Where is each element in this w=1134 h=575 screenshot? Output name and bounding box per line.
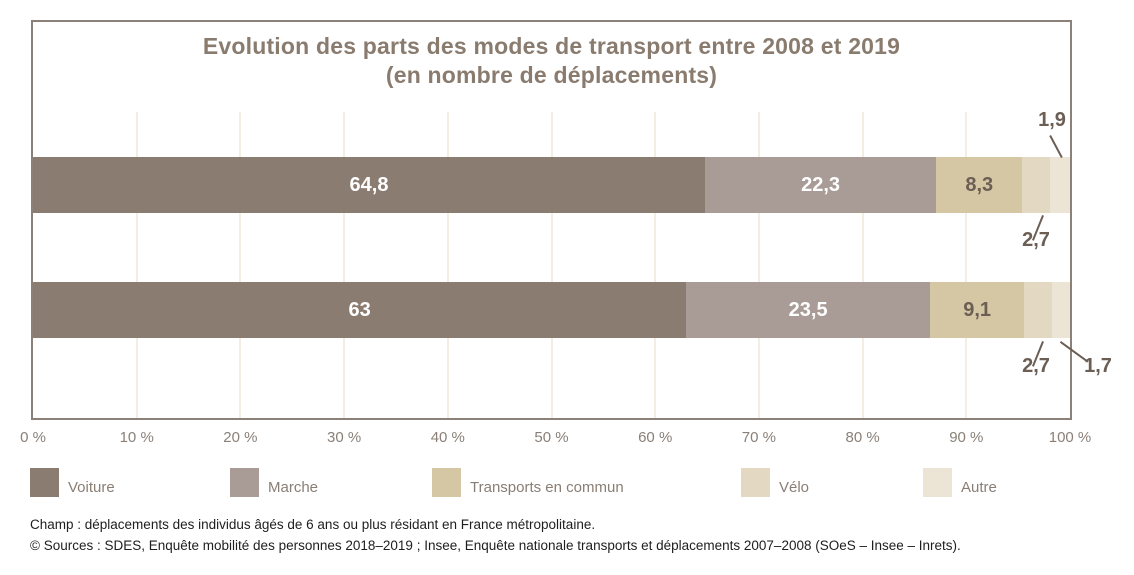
callout-top-autre: 1,9: [1038, 109, 1066, 131]
legend-item-autre: Autre: [923, 468, 997, 497]
legend-label: Autre: [961, 479, 997, 496]
segment-value-label: 9,1: [963, 298, 992, 321]
gridline-70: [757, 112, 760, 418]
x-tick-label: 20 %: [223, 429, 258, 446]
callout-bottom-velo: 2,7: [1022, 355, 1050, 377]
plot-frame: Evolution des parts des modes de transpo…: [31, 20, 1072, 420]
x-tick-label: 90 %: [949, 429, 984, 446]
legend-swatch: [30, 468, 59, 497]
legend-swatch: [741, 468, 770, 497]
x-tick-label: 40 %: [430, 429, 465, 446]
legend-swatch: [230, 468, 259, 497]
x-axis: 0 % 10 % 20 % 30 % 40 % 50 % 60 % 70 % 80 % 90 % 1…: [20, 429, 1091, 449]
legend: Voiture Marche Transports en commun Vélo Aut…: [0, 468, 1134, 500]
segment-voiture: 63: [33, 282, 687, 338]
gridline-20: [239, 112, 242, 418]
segment-autre: [1052, 282, 1070, 338]
segment-value-label: 64,8: [349, 173, 389, 196]
legend-label: Voiture: [68, 479, 115, 496]
segment-marche: 22,3: [704, 157, 937, 213]
x-tick-label: 60 %: [638, 429, 673, 446]
x-tick-label: 70 %: [741, 429, 776, 446]
segment-autre: [1050, 157, 1070, 213]
gridline-40: [446, 112, 449, 418]
legend-label: Marche: [268, 479, 319, 496]
stacked-bar-top: 64,8 22,3 8,3: [33, 157, 1070, 213]
legend-item-vélo: Vélo: [741, 468, 809, 497]
x-tick-label: 100 %: [1048, 429, 1092, 446]
segment-transports-en-commun: 8,3: [936, 157, 1023, 213]
segment-vélo: [1024, 282, 1053, 338]
callout-bottom-autre: 1,7: [1084, 355, 1112, 377]
plot-area: 64,8 22,3 8,3 63 23,5 9,1: [33, 112, 1070, 418]
x-tick-label: 50 %: [534, 429, 569, 446]
segment-marche: 23,5: [686, 282, 930, 338]
gridline-50: [550, 112, 553, 418]
gridline-10: [135, 112, 138, 418]
gridline-90: [965, 112, 968, 418]
legend-swatch: [923, 468, 952, 497]
segment-value-label: 22,3: [801, 173, 841, 196]
chart-title: Evolution des parts des modes de transpo…: [33, 32, 1070, 90]
chart-title-line1: Evolution des parts des modes de transpo…: [202, 33, 901, 59]
gridline-60: [654, 112, 657, 418]
legend-swatch: [432, 468, 461, 497]
segment-value-label: 63: [348, 298, 371, 321]
x-tick-label: 10 %: [119, 429, 154, 446]
legend-item-transports-en-commun: Transports en commun: [432, 468, 624, 497]
legend-label: Transports en commun: [470, 479, 624, 496]
gridline-80: [861, 112, 864, 418]
legend-label: Vélo: [779, 479, 810, 496]
stacked-bar-bottom: 63 23,5 9,1: [33, 282, 1070, 338]
gridline-30: [343, 112, 346, 418]
legend-item-voiture: Voiture: [30, 468, 115, 497]
segment-value-label: 23,5: [788, 298, 828, 321]
callout-top-velo: 2,7: [1022, 229, 1050, 251]
x-tick-label: 0 %: [20, 429, 46, 446]
footnote-champ: Champ : déplacements des individus âgés …: [30, 517, 596, 532]
x-tick-label: 30 %: [326, 429, 362, 446]
legend-item-marche: Marche: [230, 468, 318, 497]
segment-transports-en-commun: 9,1: [929, 282, 1025, 338]
footnote-sources: © Sources : SDES, Enquête mobilité des p…: [30, 538, 961, 553]
segment-value-label: 8,3: [965, 173, 994, 196]
x-tick-label: 80 %: [845, 429, 880, 446]
chart-title-line2: (en nombre de déplacements): [385, 62, 718, 88]
segment-vélo: [1022, 157, 1051, 213]
segment-voiture: 64,8: [33, 157, 705, 213]
